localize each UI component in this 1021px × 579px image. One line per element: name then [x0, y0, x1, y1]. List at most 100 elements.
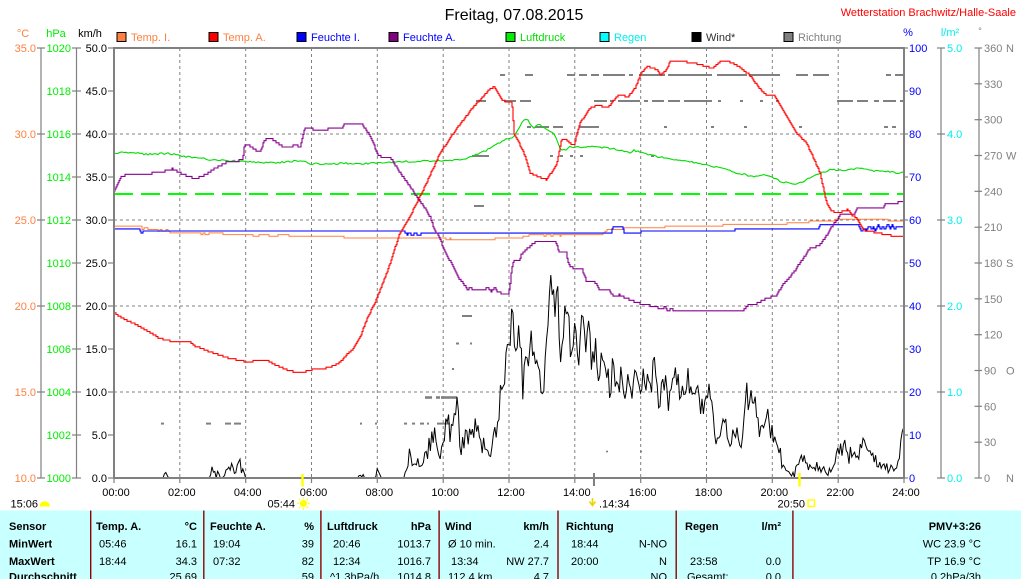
svg-text:112.4 km: 112.4 km: [448, 572, 492, 579]
svg-text:08:00: 08:00: [366, 487, 394, 499]
svg-text:15:06: 15:06: [11, 499, 39, 511]
svg-text:Richtung: Richtung: [566, 521, 614, 533]
svg-text:0.0: 0.0: [947, 473, 962, 485]
svg-text:90: 90: [984, 366, 996, 378]
svg-text:180: 180: [984, 258, 1002, 270]
svg-text:1000: 1000: [47, 473, 71, 485]
svg-text:30: 30: [909, 344, 921, 356]
svg-text:S: S: [1006, 258, 1013, 270]
svg-text:59: 59: [302, 572, 314, 579]
svg-text:90: 90: [909, 86, 921, 98]
svg-text:10: 10: [909, 430, 921, 442]
svg-text:20.0: 20.0: [86, 301, 107, 313]
svg-text:1014: 1014: [47, 172, 71, 184]
svg-text:%: %: [304, 521, 314, 533]
svg-text:Freitag, 07.08.2015: Freitag, 07.08.2015: [445, 7, 584, 24]
svg-text:1020: 1020: [47, 43, 71, 55]
svg-text:18:00: 18:00: [695, 487, 723, 499]
svg-text:Temp. A.: Temp. A.: [223, 32, 266, 44]
svg-text:04:00: 04:00: [234, 487, 262, 499]
svg-text:25.0: 25.0: [15, 215, 36, 227]
svg-text:PMV+3:26: PMV+3:26: [929, 521, 981, 533]
svg-text:Luftdruck: Luftdruck: [327, 521, 379, 533]
svg-text:25.0: 25.0: [86, 258, 107, 270]
svg-text:35.0: 35.0: [86, 172, 107, 184]
svg-text:O: O: [1006, 366, 1015, 378]
svg-text:1016.7: 1016.7: [397, 556, 431, 568]
svg-text:10.0: 10.0: [86, 387, 107, 399]
svg-text:20:00: 20:00: [571, 556, 599, 568]
svg-text:1018: 1018: [47, 86, 71, 98]
svg-text:60: 60: [909, 215, 921, 227]
svg-text:15.0: 15.0: [15, 387, 36, 399]
svg-text:35.0: 35.0: [15, 43, 36, 55]
svg-text:24:00: 24:00: [892, 487, 920, 499]
svg-text:Temp. A.: Temp. A.: [96, 521, 141, 533]
svg-text:02:00: 02:00: [168, 487, 196, 499]
svg-text:06:00: 06:00: [300, 487, 328, 499]
svg-text:Luftdruck: Luftdruck: [520, 32, 566, 44]
svg-text:°: °: [978, 26, 982, 36]
svg-text:100: 100: [909, 43, 927, 55]
svg-text:Gesamt:: Gesamt:: [687, 572, 729, 579]
svg-text:Regen: Regen: [614, 32, 646, 44]
svg-text:20:46: 20:46: [333, 539, 361, 551]
svg-text:39: 39: [302, 539, 314, 551]
svg-text:Sensor: Sensor: [9, 521, 47, 533]
svg-text:N: N: [659, 556, 667, 568]
svg-text:°C: °C: [185, 521, 197, 533]
svg-text:Wind: Wind: [445, 521, 472, 533]
svg-text:82: 82: [302, 556, 314, 568]
svg-text:10.0: 10.0: [15, 473, 36, 485]
svg-text:Wind*: Wind*: [706, 32, 736, 44]
svg-text:150: 150: [984, 294, 1002, 306]
svg-text:07:32: 07:32: [213, 556, 241, 568]
svg-text:120: 120: [984, 330, 1002, 342]
svg-text:30.0: 30.0: [15, 129, 36, 141]
svg-text:NW 27.7: NW 27.7: [506, 556, 549, 568]
svg-text:2.4: 2.4: [534, 539, 549, 551]
svg-text:19:04: 19:04: [213, 539, 241, 551]
svg-text:13:34: 13:34: [451, 556, 479, 568]
svg-text:W: W: [1006, 151, 1017, 163]
svg-text:1012: 1012: [47, 215, 71, 227]
svg-text:NO: NO: [651, 572, 668, 579]
svg-text:60: 60: [984, 401, 996, 413]
svg-text:4.0: 4.0: [947, 129, 962, 141]
svg-text:80: 80: [909, 129, 921, 141]
svg-text:22:00: 22:00: [826, 487, 854, 499]
svg-text:18:44: 18:44: [571, 539, 599, 551]
svg-text:16.1: 16.1: [176, 539, 197, 551]
svg-text:12:34: 12:34: [333, 556, 361, 568]
svg-text:30: 30: [984, 437, 996, 449]
svg-text:300: 300: [984, 115, 1002, 127]
svg-text:Ø 10 min.: Ø 10 min.: [448, 539, 496, 551]
svg-text:360: 360: [984, 43, 1002, 55]
svg-text:1016: 1016: [47, 129, 71, 141]
svg-text:05:46: 05:46: [99, 539, 127, 551]
svg-text:18:44: 18:44: [99, 556, 127, 568]
svg-text:N: N: [1006, 473, 1014, 485]
svg-text:l/m²: l/m²: [761, 521, 781, 533]
svg-text:20: 20: [909, 387, 921, 399]
svg-text:MinWert: MinWert: [9, 539, 53, 551]
svg-text:14:00: 14:00: [563, 487, 591, 499]
svg-text:50: 50: [909, 258, 921, 270]
svg-text:N-NO: N-NO: [639, 539, 668, 551]
svg-text:0.0: 0.0: [92, 473, 107, 485]
svg-text:2.0: 2.0: [947, 301, 962, 313]
svg-text:0.2hPa/3h: 0.2hPa/3h: [931, 572, 981, 579]
svg-text:40: 40: [909, 301, 921, 313]
svg-text:%: %: [903, 27, 913, 39]
svg-text:5.0: 5.0: [947, 43, 962, 55]
svg-text:.14:34: .14:34: [599, 499, 630, 511]
svg-text:l/m²: l/m²: [941, 27, 960, 39]
svg-text:Regen: Regen: [685, 521, 719, 533]
svg-text:240: 240: [984, 186, 1002, 198]
svg-text:1008: 1008: [47, 301, 71, 313]
svg-text:^1.3hPa/h: ^1.3hPa/h: [330, 572, 379, 579]
svg-text:1010: 1010: [47, 258, 71, 270]
svg-text:Feuchte I.: Feuchte I.: [311, 32, 360, 44]
svg-text:hPa: hPa: [411, 521, 432, 533]
svg-text:20.0: 20.0: [15, 301, 36, 313]
